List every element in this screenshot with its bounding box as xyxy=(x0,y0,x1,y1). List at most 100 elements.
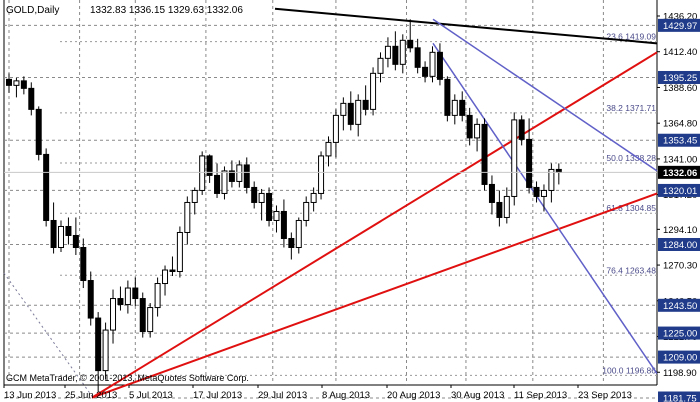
candle-bear xyxy=(43,153,50,221)
candle-bull xyxy=(332,114,339,143)
candle-bear xyxy=(206,155,213,176)
candle-bear xyxy=(288,237,295,248)
date-axis-label: 5 Jul 2013 xyxy=(129,390,173,401)
candle-bear xyxy=(459,99,466,116)
channel-upper-line[interactable] xyxy=(432,18,658,172)
candle-bear xyxy=(6,78,12,86)
candle-bear xyxy=(132,287,139,300)
date-axis-label: 13 Jun 2013 xyxy=(4,390,56,401)
price-level-box xyxy=(658,183,700,197)
price-level-box xyxy=(658,350,700,364)
candle-bull xyxy=(340,102,347,116)
candle-bear xyxy=(228,170,235,182)
price-axis-label: 1270.30 xyxy=(663,261,697,272)
candle-bear xyxy=(280,210,287,239)
candle-bear xyxy=(251,186,258,203)
candle-bear xyxy=(65,225,72,236)
date-axis: 13 Jun 2013 25 Jun 2013 5 Jul 2013 17 Jul 2… xyxy=(3,385,632,401)
candle-bear xyxy=(422,66,429,77)
candle-bull xyxy=(295,219,302,248)
candle-bull xyxy=(303,201,310,221)
price-level-label: 1209.00 xyxy=(663,353,697,364)
candle-bear xyxy=(139,298,146,333)
fib-level-label: 61.8 1304.85 xyxy=(606,203,656,213)
candle-bull xyxy=(162,269,169,285)
candle-bear xyxy=(533,186,540,197)
candle-bull xyxy=(102,329,109,372)
price-axis-label: 1294.10 xyxy=(663,225,697,236)
resistance-trendline[interactable] xyxy=(274,7,658,45)
candle-bull xyxy=(221,170,228,194)
current-price-box xyxy=(658,165,700,179)
candle-bull xyxy=(399,39,406,65)
price-level-label: 1320.01 xyxy=(663,186,697,197)
price-axis: 1436.201412.401388.601364.801341.001317.… xyxy=(4,12,700,402)
candle-bull xyxy=(154,283,161,309)
candle-bear xyxy=(444,78,451,116)
support-trendline-shallow[interactable] xyxy=(91,192,658,399)
copyright-text: GCM MetaTrader, © 2001-2013, MetaQuotes … xyxy=(6,373,249,383)
candle-bull xyxy=(147,307,154,333)
candle-bull xyxy=(310,192,317,203)
price-axis-label: 1412.40 xyxy=(663,47,697,58)
price-axis-label: 1198.90 xyxy=(663,368,697,379)
candle-bull xyxy=(236,164,243,182)
candle-bear xyxy=(407,39,414,49)
candle-bull xyxy=(511,119,518,197)
candle-bull xyxy=(184,201,191,233)
price-axis-label: 1436.20 xyxy=(663,12,697,23)
candle-bear xyxy=(214,174,221,194)
candle-bear xyxy=(72,234,79,248)
support-trendline-steep[interactable] xyxy=(91,51,658,399)
candle-bull xyxy=(58,225,65,248)
fib-level-label: 76.4 1263.48 xyxy=(606,265,656,275)
candle-bull xyxy=(199,155,206,191)
candle-bear xyxy=(87,280,94,319)
price-axis-label: 1388.60 xyxy=(663,83,697,94)
price-level-box xyxy=(658,326,700,340)
candle-bull xyxy=(370,72,377,110)
date-axis-label: 17 Jul 2013 xyxy=(193,390,242,401)
candle-bull xyxy=(110,298,117,331)
candle-bear xyxy=(266,192,273,221)
candle-bull xyxy=(273,210,280,221)
candle-bear xyxy=(169,269,176,273)
fib-level-label: 38.2 1371.71 xyxy=(606,103,656,113)
price-level-box xyxy=(658,133,700,147)
candle-bull xyxy=(176,231,183,273)
candle-bull xyxy=(503,195,510,218)
candle-bear xyxy=(392,45,399,65)
candle-bull xyxy=(191,189,198,203)
price-level-label: 1284.00 xyxy=(663,240,697,251)
current-price-label: 1332.06 xyxy=(663,168,697,179)
chart-header-ohlc: 1332.83 1336.15 1329.63 1332.06 xyxy=(90,5,243,16)
candle-bear xyxy=(362,99,369,110)
candle-bull xyxy=(258,192,265,203)
price-level-label: 1181.75 xyxy=(663,394,697,402)
candle-bull xyxy=(124,287,131,306)
price-level-box xyxy=(658,70,700,84)
fib-base-line[interactable] xyxy=(3,272,93,397)
price-level-box xyxy=(658,237,700,251)
candle-bull xyxy=(384,45,391,59)
fibonacci-levels: 23.6 1419.09 38.2 1371.71 50.0 1338.28 61.8… xyxy=(60,32,657,376)
price-level-label: 1429.97 xyxy=(663,21,697,32)
candle-bear xyxy=(95,317,102,372)
price-level-label: 1353.45 xyxy=(663,136,697,147)
candle-bear xyxy=(414,47,421,68)
candle-bear xyxy=(526,138,533,188)
channel-lower-line[interactable] xyxy=(432,42,658,375)
candle-bear xyxy=(117,298,124,306)
candlesticks xyxy=(6,19,562,392)
candle-bull xyxy=(429,51,436,77)
fib-level-label: 50.0 1338.28 xyxy=(606,153,656,163)
candle-bull xyxy=(13,80,20,86)
price-level-label: 1243.50 xyxy=(663,301,697,312)
date-axis-label: 8 Aug 2013 xyxy=(322,390,370,401)
candle-bull xyxy=(318,155,325,194)
trendlines[interactable] xyxy=(3,7,658,399)
candle-bear xyxy=(347,102,354,125)
price-level-label: 1225.00 xyxy=(663,329,697,340)
